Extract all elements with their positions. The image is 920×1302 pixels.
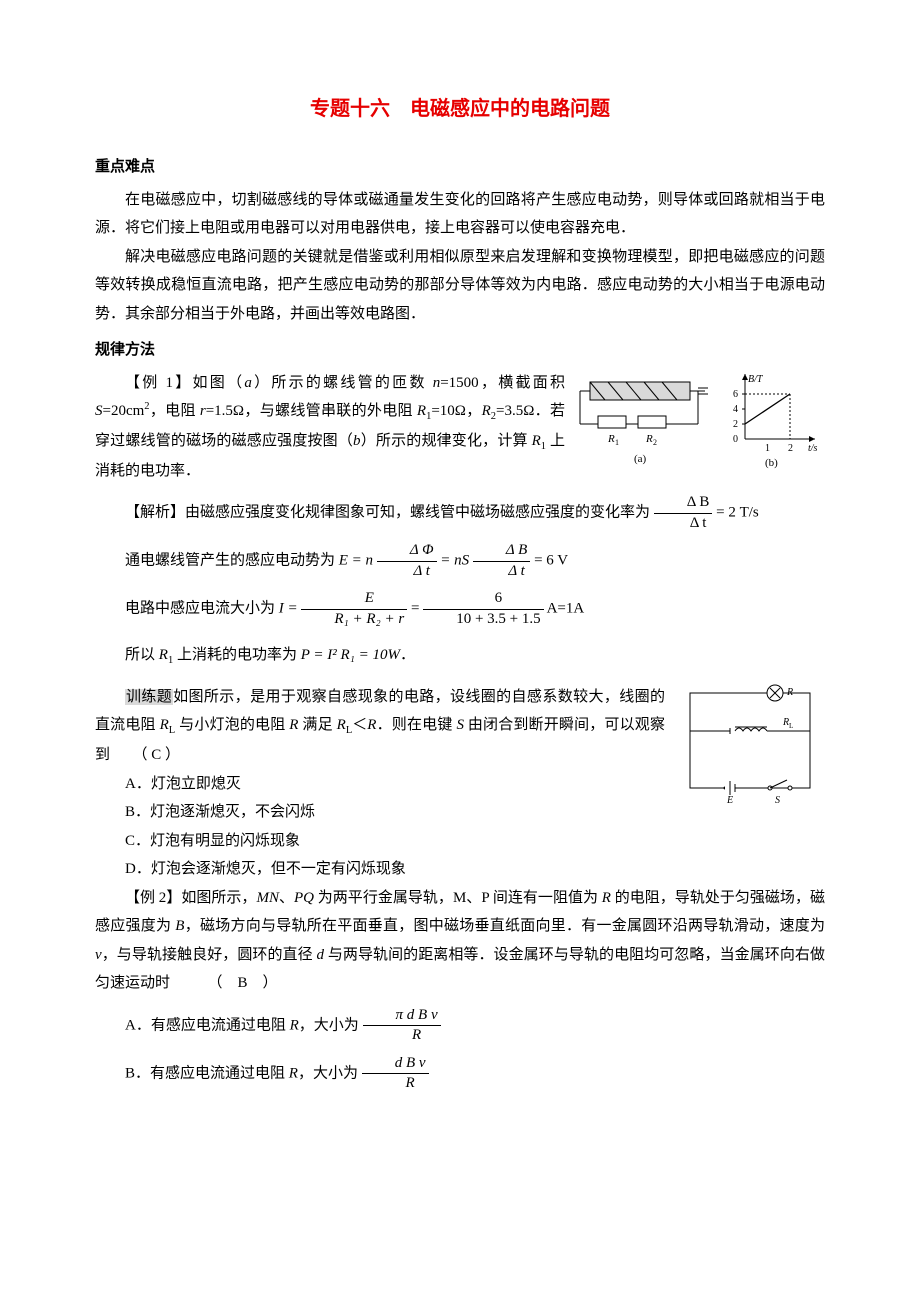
example2-text: 【例 2】如图所示，MN、PQ 为两平行金属导轨，M、P 间连有一阻值为 R 的… bbox=[95, 884, 825, 998]
heading-rules: 规律方法 bbox=[95, 336, 825, 365]
example1-sol2: 通电螺线管产生的感应电动势为 E = n Δ ΦΔ t = nS Δ BΔ t … bbox=[95, 541, 825, 581]
svg-text:2: 2 bbox=[733, 419, 738, 430]
svg-text:4: 4 bbox=[733, 404, 738, 415]
figure-1-group: R 1 R 2 (a) 2 4 6 0 1 2 bbox=[575, 369, 825, 480]
svg-text:1: 1 bbox=[765, 443, 770, 454]
svg-text:2: 2 bbox=[788, 443, 793, 454]
svg-text:6: 6 bbox=[733, 389, 738, 400]
example1-sol3: 电路中感应电流大小为 I = ER₁ + R₂ + r = 610 + 3.5 … bbox=[95, 589, 825, 629]
eg2-optB: B．有感应电流通过电阻 R，大小为 d B vR bbox=[95, 1054, 825, 1094]
svg-text:L: L bbox=[789, 722, 793, 730]
intro-p2: 解决电磁感应电路问题的关键就是借鉴或利用相似原型来启发理解和变换物理模型，即把电… bbox=[95, 243, 825, 329]
train-optD: D．灯泡会逐渐熄灭，但不一定有闪烁现象 bbox=[95, 855, 825, 884]
training-label: 训练题 bbox=[125, 689, 173, 705]
intro-p1: 在电磁感应中，切割磁感线的导体或磁通量发生变化的回路将产生感应电动势，则导体或回… bbox=[95, 186, 825, 243]
eg2-optA: A．有感应电流通过电阻 R，大小为 π d B vR bbox=[95, 1006, 825, 1046]
svg-text:2: 2 bbox=[653, 438, 657, 447]
svg-text:t/s: t/s bbox=[808, 443, 818, 454]
svg-text:(a): (a) bbox=[634, 453, 647, 465]
train-optC: C．灯泡有明显的闪烁现象 bbox=[95, 827, 825, 856]
figure-1-svg: R 1 R 2 (a) 2 4 6 0 1 2 bbox=[575, 369, 825, 469]
svg-text:0: 0 bbox=[733, 434, 738, 445]
svg-text:R: R bbox=[607, 433, 615, 445]
svg-text:S: S bbox=[775, 795, 780, 803]
example1-sol4: 所以 R1 上消耗的电功率为 P = I² R₁ = 10W． bbox=[95, 637, 825, 675]
svg-text:1: 1 bbox=[615, 438, 619, 447]
svg-text:B/T: B/T bbox=[748, 374, 764, 385]
svg-text:(b): (b) bbox=[765, 457, 778, 469]
figure-3-svg: R R L E S bbox=[675, 683, 825, 803]
svg-text:E: E bbox=[726, 795, 733, 803]
figure-3: R R L E S bbox=[675, 683, 825, 814]
svg-text:R: R bbox=[645, 433, 653, 445]
example1-sol1: 【解析】由磁感应强度变化规律图象可知，螺线管中磁场磁感应强度的变化率为 Δ BΔ… bbox=[95, 493, 825, 533]
page-title: 专题十六 电磁感应中的电路问题 bbox=[95, 90, 825, 128]
heading-important: 重点难点 bbox=[95, 153, 825, 182]
svg-text:R: R bbox=[786, 687, 793, 698]
